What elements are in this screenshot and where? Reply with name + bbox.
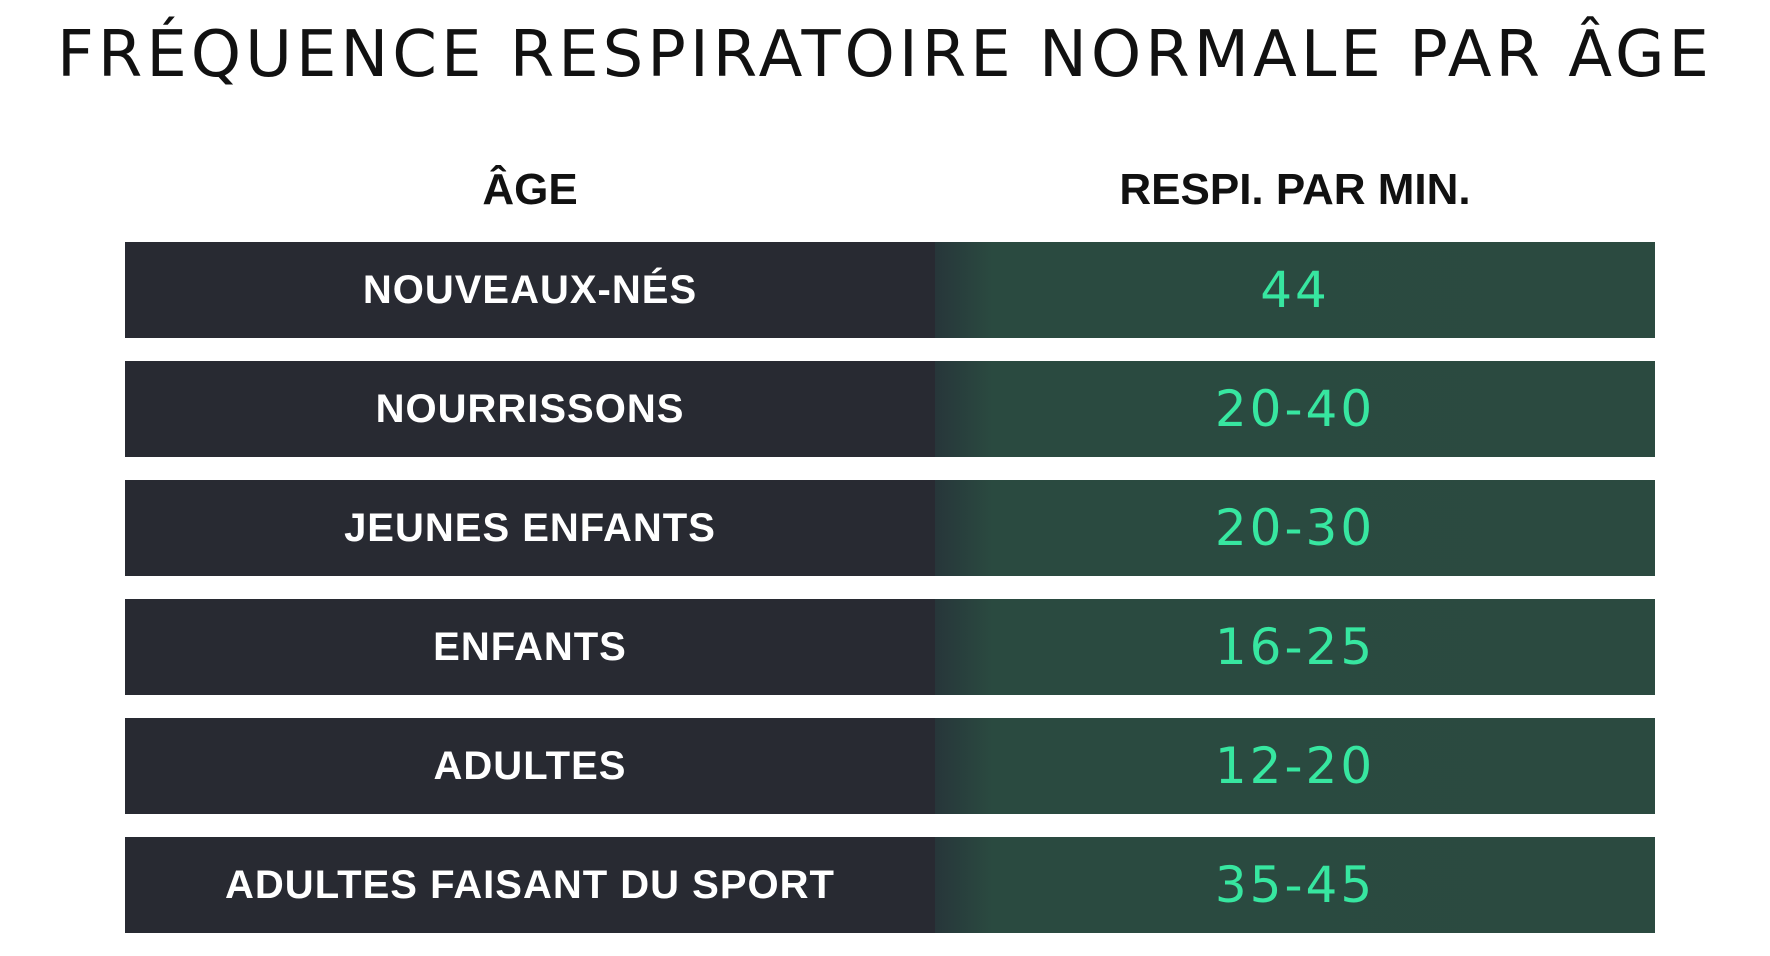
table-row: ADULTES FAISANT DU SPORT 35-45: [125, 837, 1655, 933]
age-cell: JEUNES ENFANTS: [125, 480, 935, 576]
rate-cell: 35-45: [935, 837, 1655, 933]
table-row: JEUNES ENFANTS 20-30: [125, 480, 1655, 576]
rate-cell: 20-30: [935, 480, 1655, 576]
age-cell: NOUVEAUX-NÉS: [125, 242, 935, 338]
page-title: FRÉQUENCE RESPIRATOIRE NORMALE PAR ÂGE: [57, 18, 1713, 92]
table-row: NOURRISSONS 20-40: [125, 361, 1655, 457]
breathing-rate-table: NOUVEAUX-NÉS 44 NOURRISSONS 20-40 JEUNES…: [125, 242, 1655, 956]
table-row: ADULTES 12-20: [125, 718, 1655, 814]
rate-cell: 20-40: [935, 361, 1655, 457]
rate-cell: 44: [935, 242, 1655, 338]
age-cell: ADULTES FAISANT DU SPORT: [125, 837, 935, 933]
column-header-rate: RESPI. PAR MIN.: [1119, 165, 1471, 214]
table-row: ENFANTS 16-25: [125, 599, 1655, 695]
age-cell: ADULTES: [125, 718, 935, 814]
table-row: NOUVEAUX-NÉS 44: [125, 242, 1655, 338]
rate-cell: 16-25: [935, 599, 1655, 695]
age-cell: ENFANTS: [125, 599, 935, 695]
age-cell: NOURRISSONS: [125, 361, 935, 457]
rate-cell: 12-20: [935, 718, 1655, 814]
column-header-age: ÂGE: [482, 165, 578, 214]
